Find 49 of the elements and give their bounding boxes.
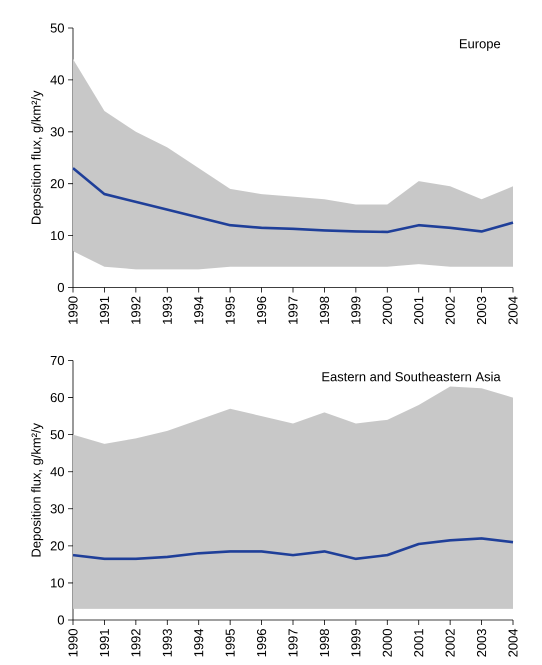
x-tick-label: 2003: [476, 629, 486, 657]
x-tick-label: 1993: [162, 629, 172, 656]
x-tick-label: 1996: [256, 629, 266, 656]
y-tick-label: 40: [50, 467, 64, 476]
x-tick-label: 1998: [320, 629, 330, 656]
x-tick-label: 1999: [351, 296, 360, 324]
x-tick-label: 2002: [446, 296, 455, 324]
x-tick-label: 1998: [320, 296, 330, 324]
y-tick-label: 70: [50, 356, 64, 366]
x-tick-label: 1994: [194, 628, 204, 656]
x-tick-label: 2004: [508, 296, 518, 324]
x-tick-label: 2001: [414, 296, 424, 324]
x-tick-label: 2001: [414, 629, 424, 657]
x-tick-label: 1992: [131, 629, 140, 656]
y-tick-label: 50: [50, 430, 64, 440]
y-tick-label: 0: [58, 615, 64, 625]
x-tick-label: 1994: [194, 296, 204, 324]
y-tick-label: 10: [51, 578, 64, 588]
x-tick-label: 1999: [351, 629, 360, 656]
x-tick-label: 2002: [446, 629, 455, 657]
y-tick-label: 40: [50, 75, 64, 84]
x-tick-label: 1995: [226, 629, 235, 656]
x-tick-label: 2004: [508, 628, 518, 657]
x-tick-label: 1992: [131, 296, 140, 324]
y-axis-title: Deposition flux, g/km²/y: [31, 422, 44, 556]
y-tick-label: 10: [51, 231, 64, 240]
y-tick-label: 20: [50, 179, 64, 188]
x-tick-label: 2003: [476, 296, 486, 324]
y-tick-label: 50: [50, 23, 64, 33]
y-tick-label: 30: [50, 127, 64, 136]
y-tick-label: 0: [58, 282, 64, 292]
x-tick-label: 1993: [162, 296, 172, 324]
line-series: [72, 537, 514, 560]
x-tick-label: 2000: [382, 629, 392, 657]
x-tick-label: 1996: [256, 296, 266, 324]
y-tick-label: 30: [50, 504, 64, 514]
x-tick-label: 1997: [288, 629, 298, 656]
x-tick-label: 1997: [288, 296, 298, 324]
x-tick-label: 1990: [68, 629, 78, 656]
x-tick-label: 1991: [100, 296, 110, 324]
x-tick-label: 2000: [382, 296, 392, 324]
y-tick-label: 60: [50, 392, 64, 402]
text: Eastern and Southeastern Asia: [322, 372, 501, 382]
x-tick-label: 1990: [68, 296, 78, 324]
x-tick-label: 1991: [100, 629, 110, 656]
y-axis-title: Deposition flux, g/km²/y: [31, 90, 44, 224]
text: Europe: [460, 39, 500, 51]
x-tick-label: 1995: [226, 296, 235, 324]
y-tick-label: 20: [50, 541, 64, 550]
